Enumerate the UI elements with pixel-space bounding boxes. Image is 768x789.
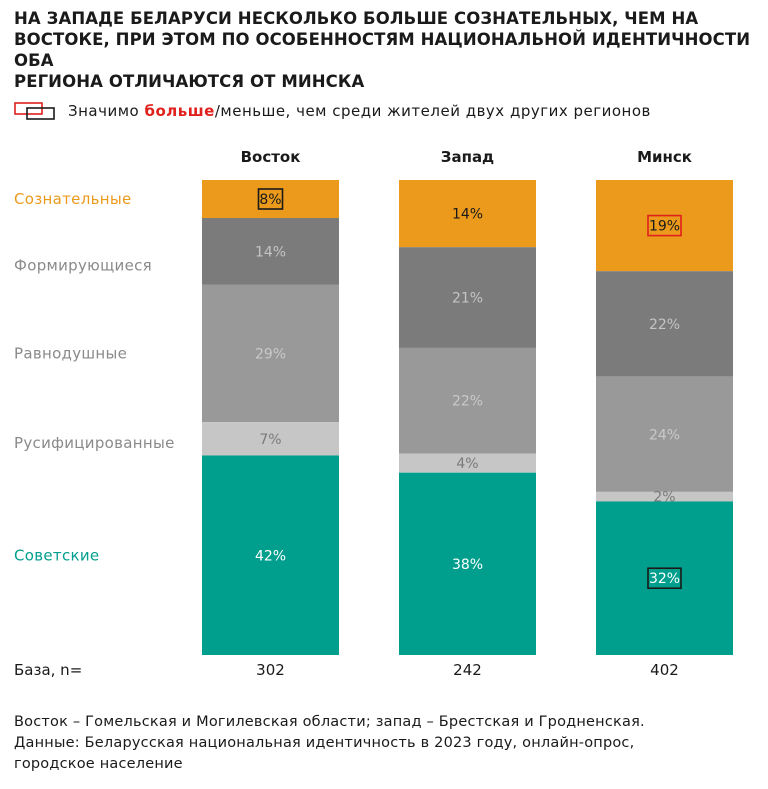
bar-segment-s1-c2 xyxy=(399,180,536,248)
bar-segment-s4-c3 xyxy=(596,491,733,502)
legend-rest: /меньше, чем среди жителей двух других р… xyxy=(214,102,651,120)
data-label-s5-c3: 32% xyxy=(649,571,680,587)
bar-segment-s5-c1 xyxy=(202,455,339,655)
category-label-3: Минск xyxy=(637,148,692,166)
data-label-s4-c2: 4% xyxy=(456,456,478,472)
data-label-s4-c1: 7% xyxy=(259,432,281,448)
base-value-2: 242 xyxy=(453,661,482,679)
data-label-s3-c3: 24% xyxy=(649,427,680,443)
base-value-1: 302 xyxy=(256,661,285,679)
bar-segment-s1-c3 xyxy=(596,180,733,272)
series-label-5: Советские xyxy=(14,546,99,564)
title-line-3: РЕГИОНА ОТЛИЧАЮТСЯ ОТ МИНСКА xyxy=(14,72,365,91)
bar-segment-s3-c3 xyxy=(596,376,733,492)
footnote-line-3: городское население xyxy=(14,756,183,772)
series-label-3: Равнодушные xyxy=(14,344,127,362)
data-label-s2-c1: 14% xyxy=(255,244,286,260)
chart-title: НА ЗАПАДЕ БЕЛАРУСИ НЕСКОЛЬКО БОЛЬШЕ СОЗН… xyxy=(14,8,754,92)
stacked-bar-chart: Восток Запад Минск 8% 14% 29% 7% 42% 14% 21% 22% 4%… xyxy=(14,148,733,679)
bar-segment-s5-c3 xyxy=(596,501,733,655)
legend-more: больше xyxy=(144,102,215,120)
significance-box-s1-c3 xyxy=(647,214,682,237)
data-label-s2-c3: 22% xyxy=(649,317,680,333)
data-label-s1-c3: 19% xyxy=(649,219,680,235)
series-label-4: Русифицированные xyxy=(14,434,175,452)
significance-box-s1-c1 xyxy=(257,188,284,210)
legend-prefix: Значимо xyxy=(68,102,145,120)
data-label-s5-c1: 42% xyxy=(255,548,286,564)
bar-segment-s5-c2 xyxy=(399,472,536,655)
data-label-s5-c2: 38% xyxy=(452,557,483,573)
bar-segment-s4-c2 xyxy=(399,453,536,473)
data-label-s2-c2: 21% xyxy=(452,291,483,307)
base-label: База, n= xyxy=(14,661,82,679)
significance-box-s5-c3 xyxy=(647,567,682,590)
category-label-1: Восток xyxy=(241,148,301,166)
bar-segment-s2-c1 xyxy=(202,218,339,285)
significance-boxes-icon xyxy=(14,102,55,120)
data-label-s3-c1: 29% xyxy=(255,346,286,362)
base-value-3: 402 xyxy=(650,661,679,679)
footnote-line-2: Данные: Беларусская национальная идентич… xyxy=(14,735,635,751)
bar-segment-s1-c1 xyxy=(202,180,339,218)
data-label-s3-c2: 22% xyxy=(452,394,483,410)
footnote-line-1: Восток – Гомельская и Могилевская област… xyxy=(14,714,645,730)
data-label-s1-c1: 8% xyxy=(259,192,281,208)
data-label-s1-c2: 14% xyxy=(452,207,483,223)
series-label-1: Сознательные xyxy=(14,190,132,208)
bar-segment-s2-c3 xyxy=(596,271,733,377)
category-label-2: Запад xyxy=(441,148,494,166)
legend-text: Значимо больше/меньше, чем среди жителей… xyxy=(68,100,651,122)
series-label-2: Формирующиеся xyxy=(14,256,152,274)
footnote: Восток – Гомельская и Могилевская област… xyxy=(14,712,754,775)
bar-segment-s3-c2 xyxy=(399,347,536,454)
title-line-1: НА ЗАПАДЕ БЕЛАРУСИ НЕСКОЛЬКО БОЛЬШЕ СОЗН… xyxy=(14,9,699,28)
bar-segment-s2-c2 xyxy=(399,247,536,348)
bar-segment-s3-c1 xyxy=(202,284,339,423)
bar-segment-s4-c1 xyxy=(202,422,339,456)
title-line-2: ВОСТОКЕ, ПРИ ЭТОМ ПО ОСОБЕННОСТЯМ НАЦИОН… xyxy=(14,30,751,70)
